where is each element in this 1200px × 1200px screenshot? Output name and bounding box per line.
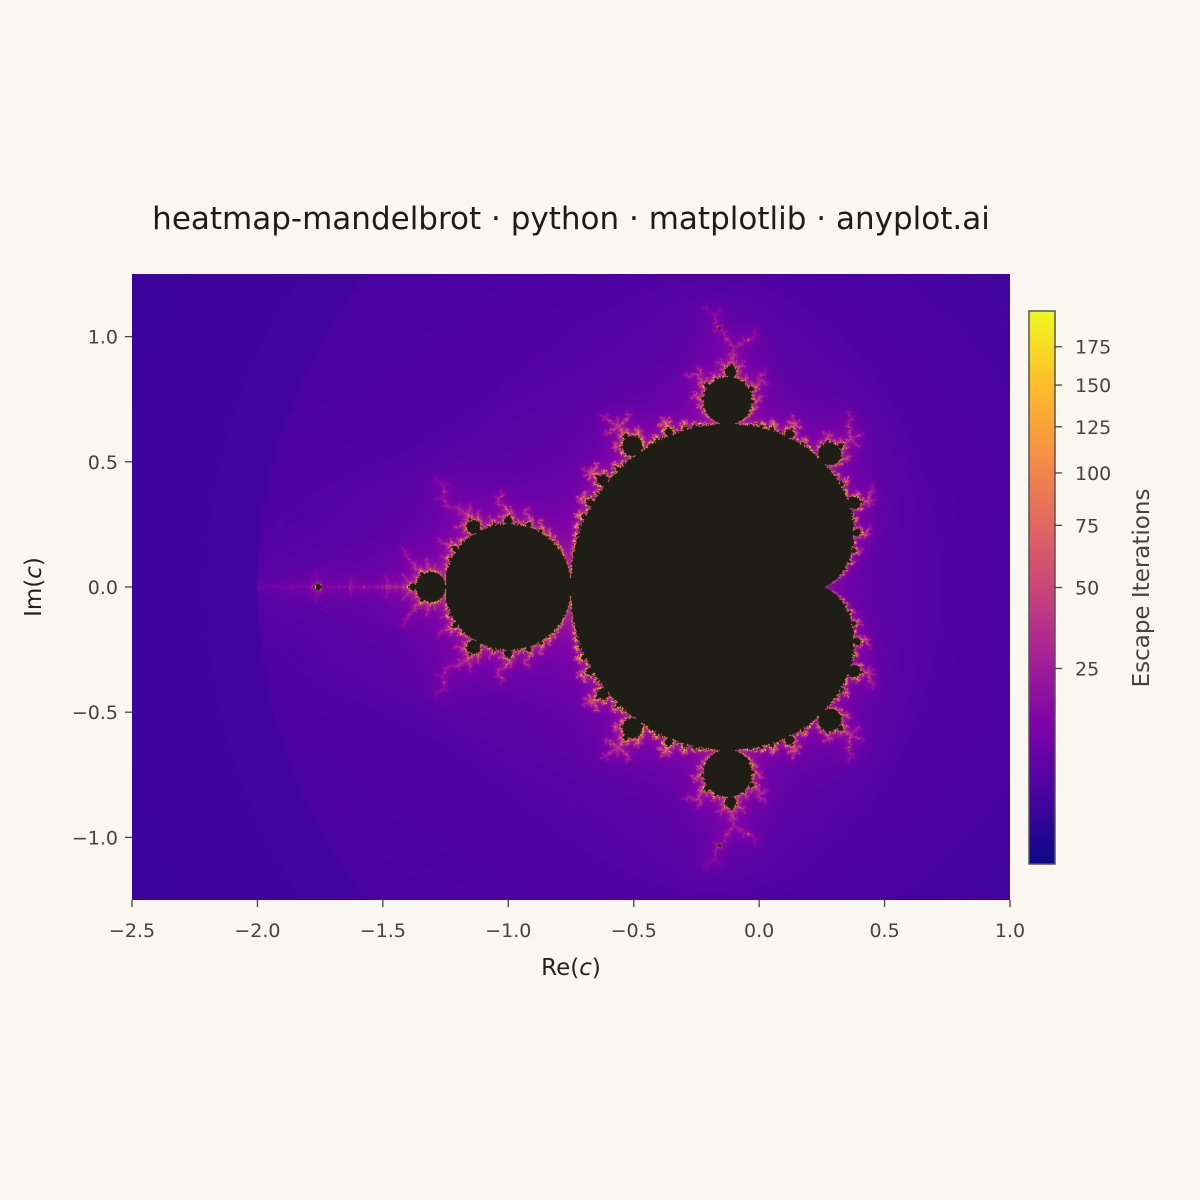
y-tick-label: 0.5 bbox=[88, 452, 118, 474]
mandelbrot-heatmap bbox=[132, 274, 1010, 900]
x-tick-label: −1.0 bbox=[485, 920, 531, 942]
colorbar-tick-label: 50 bbox=[1075, 578, 1099, 600]
x-tick-label: −0.5 bbox=[611, 920, 657, 942]
y-axis-label: Im(c) bbox=[21, 557, 47, 617]
y-tick-label: 0.0 bbox=[88, 577, 118, 599]
x-tick-label: 1.0 bbox=[995, 920, 1025, 942]
y-tick-label: 1.0 bbox=[88, 327, 118, 349]
colorbar-ticks: 25 50 75 100 125 150 175 bbox=[1055, 337, 1111, 680]
colorbar-label: Escape Iterations bbox=[1129, 489, 1155, 688]
x-axis-label: Re(c) bbox=[541, 955, 601, 981]
colorbar-tick-label: 125 bbox=[1075, 417, 1111, 439]
chart-title: heatmap-mandelbrot · python · matplotlib… bbox=[152, 201, 990, 237]
colorbar-tick-label: 175 bbox=[1075, 337, 1111, 359]
colorbar-tick-label: 25 bbox=[1075, 658, 1099, 680]
y-tick-label: −0.5 bbox=[72, 702, 118, 724]
x-tick-label: −2.5 bbox=[109, 920, 155, 942]
colorbar-gradient bbox=[1029, 311, 1055, 864]
colorbar-tick-label: 100 bbox=[1075, 463, 1111, 485]
x-tick-label: 0.5 bbox=[869, 920, 899, 942]
y-axis-ticks: 1.0 0.5 0.0 −0.5 −1.0 bbox=[72, 327, 132, 849]
y-tick-label: −1.0 bbox=[72, 827, 118, 849]
x-axis-ticks: −2.5 −2.0 −1.5 −1.0 −0.5 0.0 0.5 1.0 bbox=[109, 900, 1025, 942]
colorbar-tick-label: 75 bbox=[1075, 515, 1099, 537]
x-tick-label: −1.5 bbox=[360, 920, 406, 942]
x-tick-label: −2.0 bbox=[234, 920, 280, 942]
x-tick-label: 0.0 bbox=[744, 920, 774, 942]
colorbar-frame bbox=[1028, 310, 1056, 865]
colorbar-tick-label: 150 bbox=[1075, 375, 1111, 397]
